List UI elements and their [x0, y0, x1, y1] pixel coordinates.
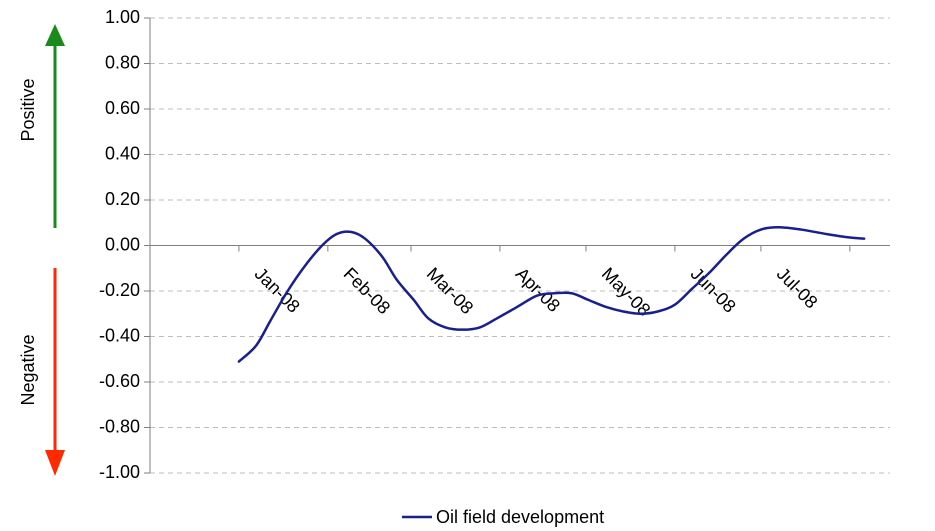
y-tick-label: 0.60 [105, 98, 140, 118]
axes [144, 17, 890, 474]
y-tick-label: -1.00 [99, 462, 140, 482]
positive-arrow-head [45, 24, 65, 46]
y-tick-label: 1.00 [105, 7, 140, 27]
y-tick-label: -0.20 [99, 280, 140, 300]
y-tick-labels: 1.00 0.80 0.60 0.40 0.20 0.00 -0.20 -0.40 -0.60 -… [99, 7, 140, 482]
y-tick-label: 0.80 [105, 52, 140, 72]
series-line [237, 226, 866, 363]
positive-indicator: Positive [18, 24, 65, 228]
y-tick-label: -0.60 [99, 371, 140, 391]
x-tick-labels: Jan-08 Feb-08 Mar-08 Apr-08 May-08 Jun-08 Jul-… [251, 264, 822, 321]
x-tick-label: Jul-08 [773, 264, 822, 313]
grid-lines [150, 17, 890, 474]
y-tick-label: -0.80 [99, 416, 140, 436]
x-tick-label: Apr-08 [512, 264, 564, 316]
y-tick-label: 0.40 [105, 143, 140, 163]
legend: Oil field development [402, 507, 604, 527]
negative-label: Negative [18, 334, 38, 405]
legend-label: Oil field development [436, 507, 604, 527]
x-tick-label: Jun-08 [687, 264, 740, 317]
y-tick-label: -0.40 [99, 325, 140, 345]
positive-label: Positive [18, 78, 38, 141]
series-lines [237, 226, 866, 363]
negative-arrow-head [45, 450, 65, 476]
negative-indicator: Negative [18, 268, 65, 476]
y-tick-label: 0.20 [105, 189, 140, 209]
y-tick-label: 0.00 [105, 234, 140, 254]
